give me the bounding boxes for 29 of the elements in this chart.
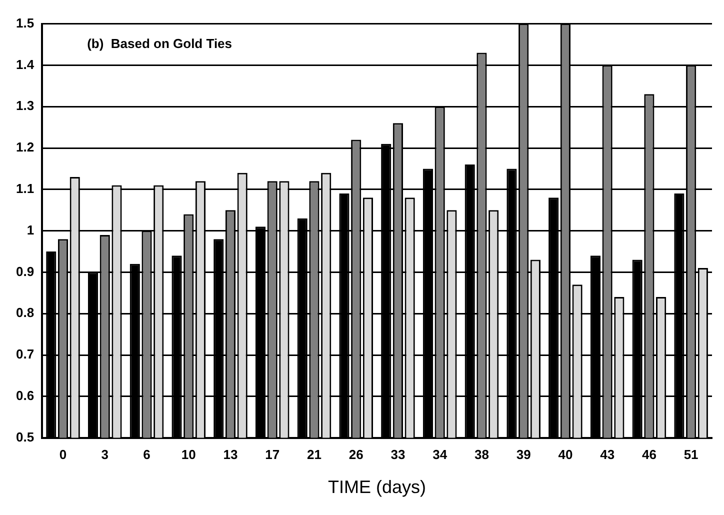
y-tick-label: 1.1 [16, 180, 34, 196]
y-tick-label: 0.7 [16, 346, 34, 362]
x-tick-label: 46 [642, 447, 656, 462]
x-tick-label: 6 [143, 447, 150, 462]
x-tick-label: 43 [600, 447, 615, 462]
y-tick-label: 1 [26, 222, 34, 238]
y-tick-label: 0.6 [16, 388, 34, 403]
x-tick-label: 38 [474, 447, 489, 462]
x-tick-label: 26 [348, 447, 364, 462]
x-axis-title: TIME (days) [328, 477, 426, 498]
y-tick-label: 1.2 [16, 140, 34, 155]
y-tick-label: 0.8 [16, 305, 34, 320]
y-tick-label: 1.4 [16, 56, 35, 72]
x-tick-label: 34 [432, 447, 448, 462]
y-tick-label: 1.5 [16, 15, 34, 30]
x-tick-label: 21 [306, 447, 322, 462]
x-tick-label: 39 [516, 447, 531, 462]
y-tick-label: 0.5 [16, 429, 34, 444]
x-tick-label: 17 [265, 447, 280, 462]
x-tick-label: 51 [684, 447, 698, 462]
y-tick-label: 0.9 [16, 264, 34, 279]
x-tick-label: 3 [101, 447, 108, 462]
x-tick-label: 13 [223, 447, 238, 462]
x-tick-label: 10 [181, 447, 196, 462]
y-tick-label: 1.3 [16, 98, 34, 114]
x-tick-label: 33 [390, 447, 406, 462]
x-tick-label: 0 [59, 447, 67, 462]
text: (b) Based on Gold Ties [87, 36, 232, 52]
x-tick-label: 40 [558, 447, 573, 462]
